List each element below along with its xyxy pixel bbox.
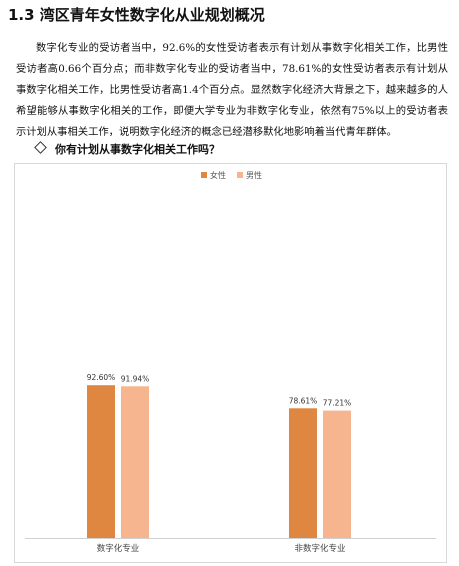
bar-2-1	[289, 408, 317, 538]
section-title: 1.3 湾区青年女性数字化从业规划概况	[8, 6, 265, 24]
survey-question-text: 你有计划从事数字化相关工作吗？	[55, 143, 220, 156]
data-label-1-2: 91.94%	[121, 374, 150, 383]
bar-1-2	[121, 386, 149, 538]
legend-swatch-2	[237, 172, 243, 178]
diamond-bullet-icon	[34, 141, 47, 154]
data-label-1-1: 92.60%	[87, 373, 116, 382]
chart-frame: 女性 男性 92.60% 91.94% 数字化专业 78.61% 77.21% 非数字化专业	[14, 163, 447, 563]
bar-1-1	[87, 385, 115, 538]
data-label-2-1: 78.61%	[289, 396, 318, 405]
bar-2-2	[323, 410, 351, 538]
x-tick-label-1: 数字化专业	[97, 543, 140, 554]
legend-label-2: 男性	[246, 170, 262, 180]
legend-swatch-1	[201, 172, 207, 178]
x-tick-label-2: 非数字化专业	[294, 543, 345, 554]
survey-question: 你有计划从事数字化相关工作吗？	[34, 141, 220, 157]
bar-chart: 女性 男性 92.60% 91.94% 数字化专业 78.61% 77.21% 非数字化专业	[25, 170, 436, 554]
body-paragraph: 数字化专业的受访者当中，92.6%的女性受访者表示有计划从事数字化相关工作，比男…	[16, 42, 448, 138]
legend-label-1: 女性	[210, 170, 226, 180]
data-label-2-2: 77.21%	[323, 399, 352, 408]
